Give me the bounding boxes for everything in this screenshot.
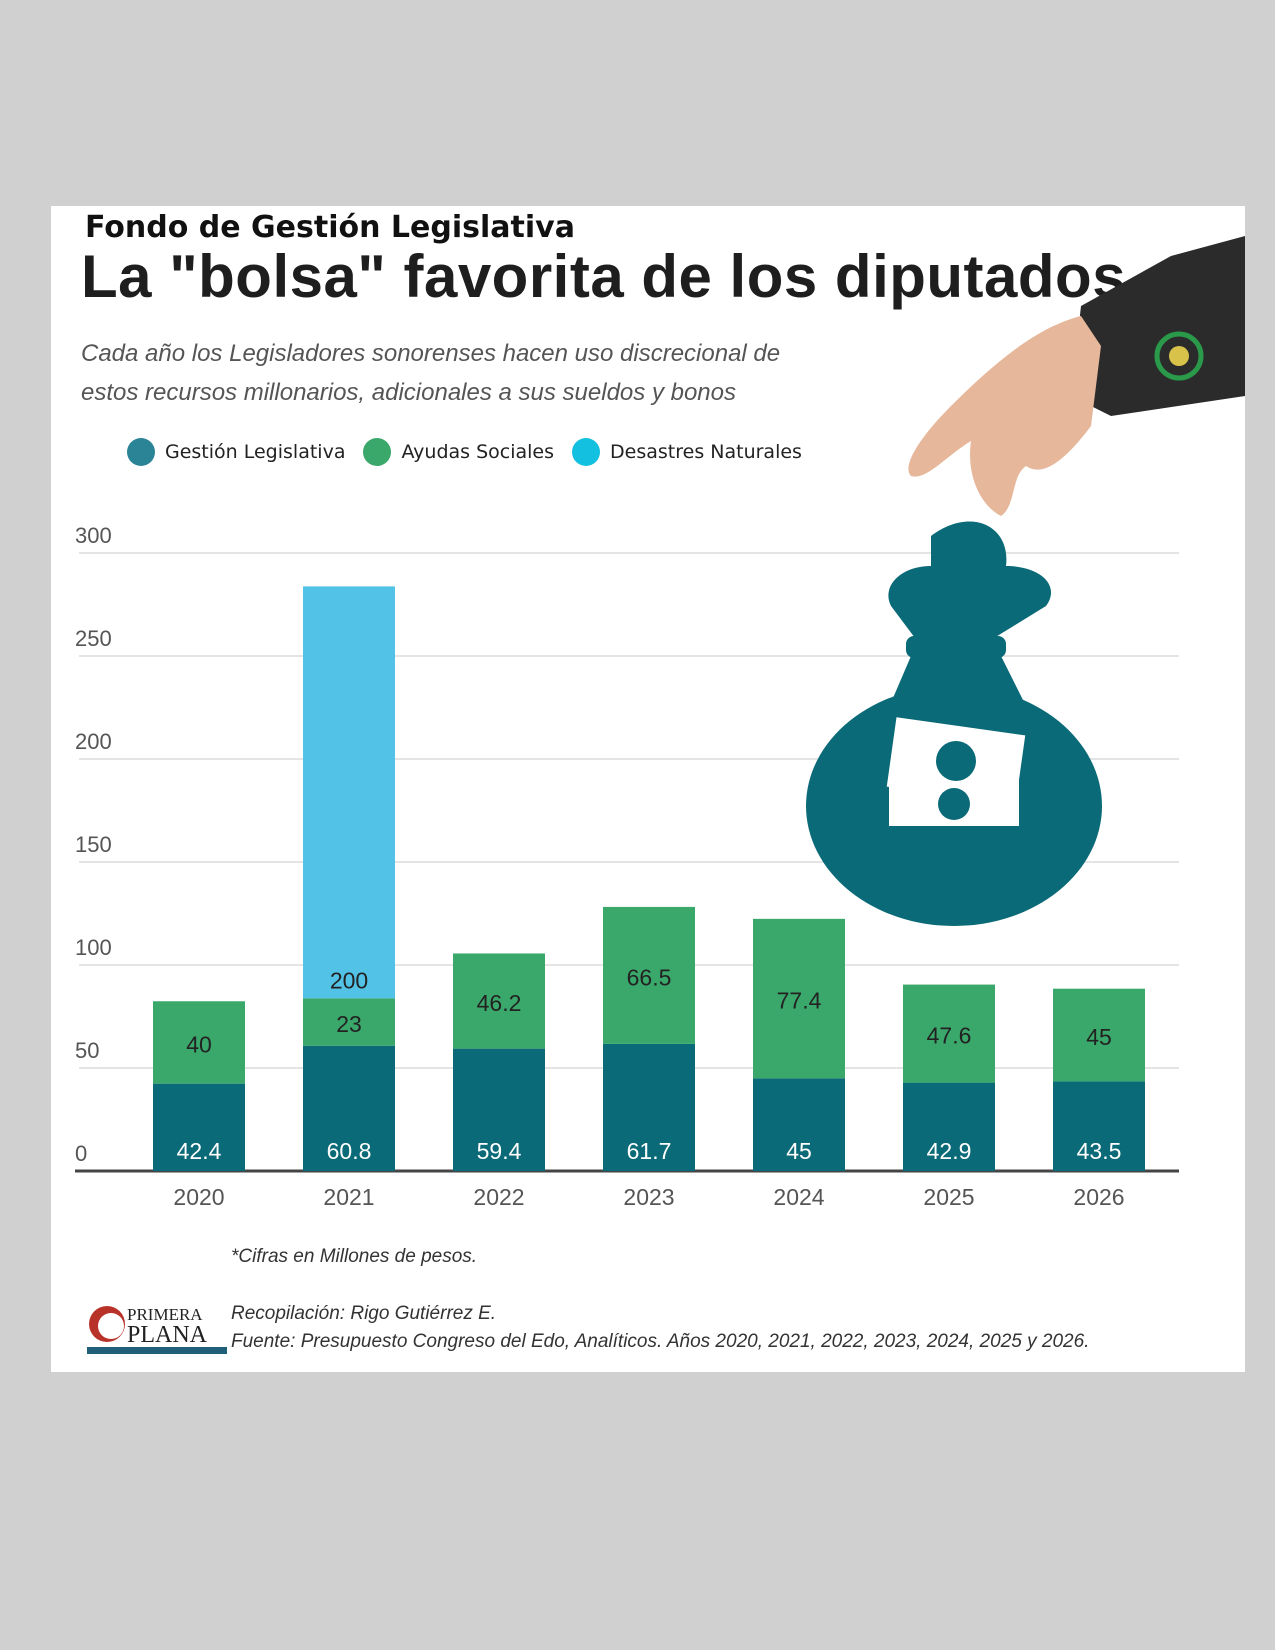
- data-label: 200: [330, 967, 368, 993]
- x-tick-label: 2025: [923, 1184, 974, 1210]
- y-tick-label: 0: [75, 1141, 87, 1166]
- bar-gestión-legislativa: [903, 1082, 995, 1171]
- primera-plana-logo: PRIMERA PLANA: [87, 1305, 227, 1354]
- source: Fuente: Presupuesto Congreso del Edo, An…: [231, 1331, 1090, 1352]
- data-label: 42.9: [927, 1138, 972, 1164]
- legend-dot-icon: [363, 438, 392, 466]
- bar-gestión-legislativa: [303, 1045, 395, 1171]
- infographic-card: Fondo de Gestión Legislativa La "bolsa" …: [51, 206, 1245, 1372]
- y-tick-label: 50: [75, 1038, 99, 1063]
- legend-item-desastres: Desastres Naturales: [572, 438, 802, 466]
- y-tick-label: 150: [75, 832, 112, 857]
- data-label: 43.5: [1077, 1138, 1122, 1164]
- y-tick-label: 200: [75, 729, 112, 754]
- y-tick-label: 300: [75, 523, 112, 548]
- data-label: 77.4: [777, 988, 822, 1014]
- bar-ayudas-sociales: [753, 918, 845, 1079]
- data-label: 45: [786, 1138, 812, 1164]
- money-bag-icon: [806, 521, 1102, 926]
- legend-item-ayudas: Ayudas Sociales: [363, 438, 554, 466]
- y-tick-label: 100: [75, 935, 112, 960]
- bar-ayudas-sociales: [453, 953, 545, 1049]
- x-tick-label: 2023: [623, 1184, 674, 1210]
- units-note: *Cifras en Millones de pesos.: [231, 1246, 478, 1267]
- y-tick-label: 250: [75, 626, 112, 651]
- bar-ayudas-sociales: [603, 906, 695, 1044]
- x-tick-label: 2024: [773, 1184, 824, 1210]
- x-tick-label: 2022: [473, 1184, 524, 1210]
- x-tick-label: 2026: [1073, 1184, 1124, 1210]
- bar-ayudas-sociales: [153, 1001, 245, 1084]
- legend-dot-icon: [572, 438, 601, 466]
- bar-gestión-legislativa: [153, 1083, 245, 1171]
- stacked-bar-chart: 0 50 100 150 200 250 300 42.4 40 2020 60.8 23 200 20…: [75, 236, 1245, 1210]
- data-label: 23: [336, 1011, 362, 1037]
- bar-ayudas-sociales: [903, 984, 995, 1083]
- x-tick-label: 2021: [323, 1184, 374, 1210]
- legend-label: Ayudas Sociales: [401, 441, 555, 463]
- svg-text:PLANA: PLANA: [127, 1322, 208, 1348]
- data-label: 40: [186, 1031, 212, 1057]
- legend: Gestión Legislativa Ayudas Sociales Desa…: [127, 438, 802, 466]
- legend-item-gestion: Gestión Legislativa: [127, 438, 345, 466]
- bar-gestión-legislativa: [453, 1048, 545, 1171]
- legend-label: Gestión Legislativa: [165, 441, 346, 463]
- credit: Recopilación: Rigo Gutiérrez E.: [231, 1303, 497, 1324]
- source-text: Recopilación: Rigo Gutiérrez E. Fuente: …: [231, 1300, 1089, 1356]
- bar-desastres-naturales: [303, 586, 395, 999]
- bar-ayudas-sociales: [1053, 988, 1145, 1082]
- data-label: 61.7: [627, 1138, 672, 1164]
- x-tick-label: 2020: [173, 1184, 224, 1210]
- data-label: 42.4: [177, 1138, 222, 1164]
- legend-dot-icon: [127, 438, 155, 466]
- bar-gestión-legislativa: [753, 1078, 845, 1171]
- svg-text:PRIMERA: PRIMERA: [127, 1305, 203, 1324]
- page-title: La "bolsa" favorita de los diputados: [81, 243, 1127, 310]
- bar-ayudas-sociales: [303, 998, 395, 1046]
- data-label: 66.5: [627, 964, 672, 990]
- supertitle: Fondo de Gestión Legislativa: [85, 210, 575, 245]
- bar-gestión-legislativa: [603, 1043, 695, 1171]
- data-label: 46.2: [477, 990, 522, 1016]
- subtitle: Cada año los Legisladores sonorenses hac…: [81, 340, 781, 406]
- hand-illustration: [908, 236, 1245, 516]
- data-label: 60.8: [327, 1138, 372, 1164]
- bar-gestión-legislativa: [1053, 1081, 1145, 1171]
- data-label: 59.4: [477, 1138, 522, 1164]
- data-label: 45: [1086, 1024, 1112, 1050]
- data-label: 47.6: [927, 1023, 972, 1049]
- legend-label: Desastres Naturales: [610, 441, 802, 463]
